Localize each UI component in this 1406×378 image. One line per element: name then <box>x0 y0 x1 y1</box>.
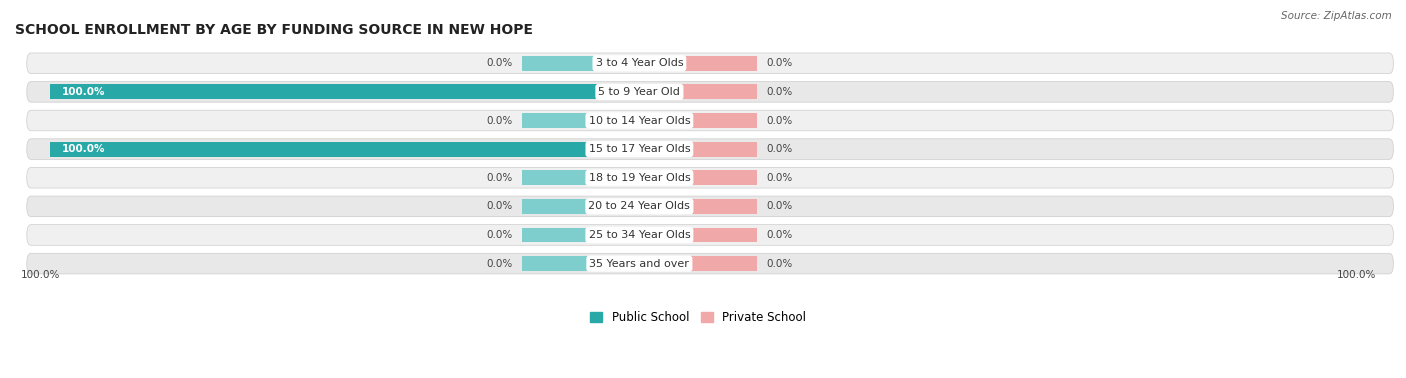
Text: 10 to 14 Year Olds: 10 to 14 Year Olds <box>589 116 690 125</box>
Text: 18 to 19 Year Olds: 18 to 19 Year Olds <box>589 173 690 183</box>
Bar <box>51 142 640 156</box>
FancyBboxPatch shape <box>27 82 1393 102</box>
Bar <box>675 56 758 71</box>
FancyBboxPatch shape <box>27 110 1393 131</box>
Bar <box>675 84 758 99</box>
Text: 0.0%: 0.0% <box>486 116 512 125</box>
Text: 0.0%: 0.0% <box>766 116 793 125</box>
Text: 20 to 24 Year Olds: 20 to 24 Year Olds <box>589 201 690 211</box>
Text: 100.0%: 100.0% <box>62 87 105 97</box>
Bar <box>675 170 758 185</box>
Text: 0.0%: 0.0% <box>486 58 512 68</box>
Bar <box>522 228 605 242</box>
FancyBboxPatch shape <box>27 53 1393 74</box>
FancyBboxPatch shape <box>27 225 1393 245</box>
Text: 100.0%: 100.0% <box>62 144 105 154</box>
Text: 0.0%: 0.0% <box>766 259 793 269</box>
Text: 25 to 34 Year Olds: 25 to 34 Year Olds <box>589 230 690 240</box>
Bar <box>675 256 758 271</box>
FancyBboxPatch shape <box>27 167 1393 188</box>
Text: Source: ZipAtlas.com: Source: ZipAtlas.com <box>1281 11 1392 21</box>
Text: 0.0%: 0.0% <box>766 58 793 68</box>
Text: 100.0%: 100.0% <box>21 270 60 280</box>
Text: 35 Years and over: 35 Years and over <box>589 259 689 269</box>
Bar <box>522 56 605 71</box>
Bar <box>522 113 605 128</box>
Bar <box>675 142 758 156</box>
FancyBboxPatch shape <box>27 139 1393 160</box>
Text: 0.0%: 0.0% <box>766 201 793 211</box>
Text: 0.0%: 0.0% <box>486 230 512 240</box>
Text: 0.0%: 0.0% <box>486 259 512 269</box>
Text: 0.0%: 0.0% <box>486 173 512 183</box>
Legend: Public School, Private School: Public School, Private School <box>586 306 811 328</box>
Bar <box>522 199 605 214</box>
FancyBboxPatch shape <box>27 196 1393 217</box>
Text: SCHOOL ENROLLMENT BY AGE BY FUNDING SOURCE IN NEW HOPE: SCHOOL ENROLLMENT BY AGE BY FUNDING SOUR… <box>15 23 533 37</box>
Text: 5 to 9 Year Old: 5 to 9 Year Old <box>599 87 681 97</box>
Bar <box>522 170 605 185</box>
Text: 3 to 4 Year Olds: 3 to 4 Year Olds <box>596 58 683 68</box>
Bar <box>675 113 758 128</box>
Text: 100.0%: 100.0% <box>1336 270 1375 280</box>
Text: 0.0%: 0.0% <box>766 87 793 97</box>
Bar <box>51 84 640 99</box>
Bar <box>675 228 758 242</box>
Bar <box>675 199 758 214</box>
Bar <box>522 256 605 271</box>
Text: 0.0%: 0.0% <box>486 201 512 211</box>
Text: 0.0%: 0.0% <box>766 144 793 154</box>
Text: 0.0%: 0.0% <box>766 173 793 183</box>
Text: 0.0%: 0.0% <box>766 230 793 240</box>
Text: 15 to 17 Year Olds: 15 to 17 Year Olds <box>589 144 690 154</box>
FancyBboxPatch shape <box>27 253 1393 274</box>
